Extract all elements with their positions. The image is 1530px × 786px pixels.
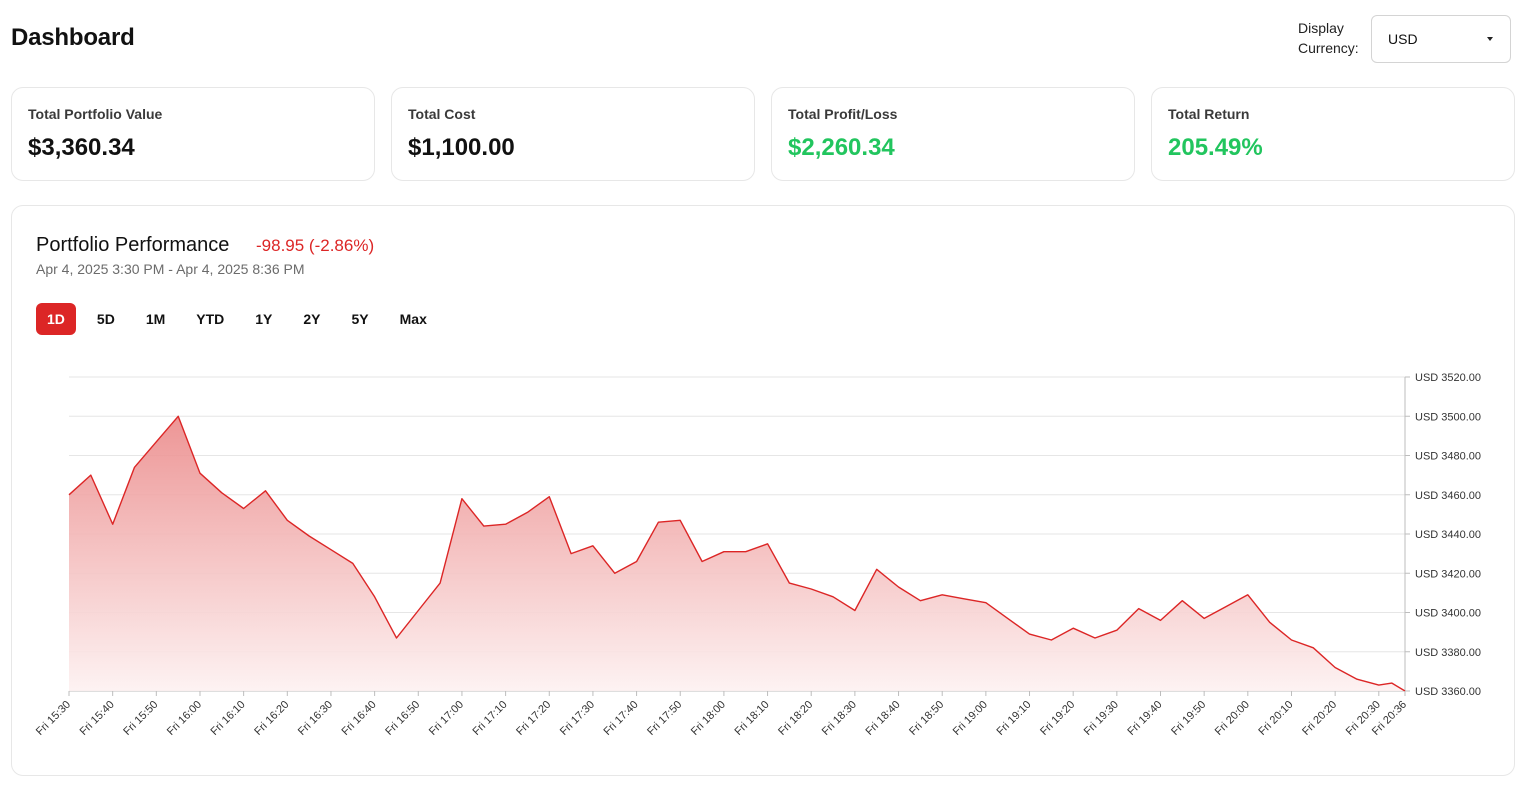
range-tab-5d[interactable]: 5D xyxy=(96,311,115,327)
series-line xyxy=(68,415,1406,692)
x-tick-label: Fri 20:00 xyxy=(1213,699,1252,738)
page-title: Dashboard xyxy=(11,24,135,51)
stat-value: $2,260.34 xyxy=(788,134,895,161)
x-tick-label: Fri 19:40 xyxy=(1125,699,1164,738)
currency-select[interactable]: USD xyxy=(1371,15,1511,63)
range-tab-1y[interactable]: 1Y xyxy=(255,311,273,327)
x-tick-label: Fri 17:40 xyxy=(602,699,641,738)
y-tick-label: USD 3520.00 xyxy=(1415,372,1481,384)
x-tick-label: Fri 15:40 xyxy=(78,699,117,738)
x-tick-label: Fri 17:30 xyxy=(558,699,597,738)
stat-label: Total Cost xyxy=(408,106,476,122)
range-tab-5y[interactable]: 5Y xyxy=(351,311,369,327)
y-tick-label: USD 3500.00 xyxy=(1415,411,1481,423)
y-tick-label: USD 3440.00 xyxy=(1415,529,1481,541)
y-tick-label: USD 3360.00 xyxy=(1415,686,1481,698)
range-tab-1m[interactable]: 1M xyxy=(145,311,166,327)
range-tab-1d[interactable]: 1D xyxy=(36,303,76,335)
stat-value: $3,360.34 xyxy=(28,134,135,161)
x-tick-label: Fri 19:50 xyxy=(1169,699,1208,738)
x-tick-label: Fri 16:20 xyxy=(252,699,291,738)
x-tick-label: Fri 17:50 xyxy=(645,699,684,738)
x-tick-label: Fri 17:20 xyxy=(514,699,553,738)
x-tick-label: Fri 17:10 xyxy=(471,699,510,738)
y-tick-label: USD 3420.00 xyxy=(1415,568,1481,580)
range-tab-ytd[interactable]: YTD xyxy=(196,311,225,327)
x-tick-label: Fri 18:30 xyxy=(820,699,859,738)
x-tick-label: Fri 19:00 xyxy=(951,699,990,738)
x-tick-label: Fri 18:50 xyxy=(907,699,946,738)
x-tick-label: Fri 16:40 xyxy=(340,699,379,738)
y-tick-label: USD 3400.00 xyxy=(1415,608,1481,620)
y-tick-label: USD 3460.00 xyxy=(1415,490,1481,502)
stat-label: Total Portfolio Value xyxy=(28,106,163,122)
range-tab-max[interactable]: Max xyxy=(399,311,427,327)
area-fill xyxy=(69,416,1405,691)
x-tick-label: Fri 20:20 xyxy=(1300,699,1339,738)
y-tick-label: USD 3480.00 xyxy=(1415,451,1481,463)
x-tick-label: Fri 18:40 xyxy=(863,699,902,738)
x-tick-label: Fri 16:30 xyxy=(296,699,335,738)
stat-card-total-cost: Total Cost $1,100.00 xyxy=(391,87,755,181)
stat-label: Total Profit/Loss xyxy=(788,106,898,122)
x-tick-label: Fri 19:10 xyxy=(994,699,1033,738)
x-tick-label: Fri 18:20 xyxy=(776,699,815,738)
x-tick-label: Fri 20:10 xyxy=(1256,699,1295,738)
range-tabs: 1D 5D 1M YTD 1Y 2Y 5Y Max xyxy=(36,303,448,335)
stat-label: Total Return xyxy=(1168,106,1250,122)
caret-down-icon xyxy=(1487,37,1493,41)
stat-value: $1,100.00 xyxy=(408,134,515,161)
header: Dashboard Display Currency: USD xyxy=(0,0,1530,80)
performance-date-range: Apr 4, 2025 3:30 PM - Apr 4, 2025 8:36 P… xyxy=(36,261,305,277)
y-tick-label: USD 3380.00 xyxy=(1415,647,1481,659)
x-tick-label: Fri 19:20 xyxy=(1038,699,1077,738)
performance-change: -98.95 (-2.86%) xyxy=(256,236,375,255)
x-tick-label: Fri 18:00 xyxy=(689,699,728,738)
x-tick-label: Fri 15:50 xyxy=(121,699,160,738)
x-tick-label: Fri 16:00 xyxy=(165,699,204,738)
currency-select-value: USD xyxy=(1388,31,1418,47)
stat-card-profit-loss: Total Profit/Loss $2,260.34 xyxy=(771,87,1135,181)
x-tick-label: Fri 16:50 xyxy=(383,699,422,738)
x-tick-label: Fri 17:00 xyxy=(427,699,466,738)
stat-value: 205.49% xyxy=(1168,134,1263,161)
currency-label: Display Currency: xyxy=(1298,20,1359,56)
x-tick-label: Fri 15:30 xyxy=(34,699,73,738)
performance-title: Portfolio Performance xyxy=(36,234,230,256)
stat-card-portfolio-value: Total Portfolio Value $3,360.34 xyxy=(11,87,375,181)
x-tick-label: Fri 19:30 xyxy=(1082,699,1121,738)
stat-card-total-return: Total Return 205.49% xyxy=(1151,87,1515,181)
x-tick-label: Fri 18:10 xyxy=(732,699,771,738)
x-tick-label: Fri 16:10 xyxy=(209,699,248,738)
range-tab-2y[interactable]: 2Y xyxy=(303,311,321,327)
